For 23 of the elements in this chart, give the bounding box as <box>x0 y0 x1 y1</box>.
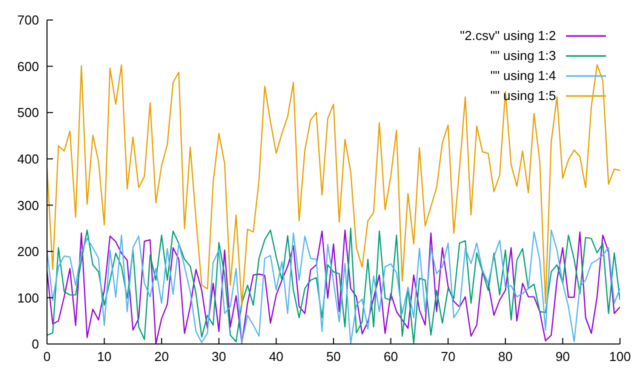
x-tick-label: 40 <box>268 349 284 364</box>
x-tick-label: 50 <box>326 349 341 364</box>
y-tick-label: 600 <box>17 58 39 74</box>
y-tick-label: 700 <box>17 12 39 28</box>
x-tick-label: 70 <box>440 349 456 364</box>
legend-label: "" using 1:4 <box>490 67 556 85</box>
y-tick-label: 100 <box>17 290 39 306</box>
x-tick-label: 30 <box>212 349 226 364</box>
x-tick-label: 0 <box>43 349 51 364</box>
line-series <box>47 64 620 306</box>
legend-label: "" using 1:3 <box>490 47 556 65</box>
x-tick-label: 80 <box>498 349 513 364</box>
y-tick-label: 500 <box>17 105 39 120</box>
y-tick-label: 0 <box>32 336 39 352</box>
x-tick-label: 10 <box>97 349 112 364</box>
x-tick-label: 60 <box>384 349 398 364</box>
y-tick-label: 200 <box>17 244 39 260</box>
x-tick-label: 90 <box>555 349 570 364</box>
y-tick-label: 400 <box>17 151 39 166</box>
x-tick-label: 100 <box>609 349 631 364</box>
x-tick-label: 20 <box>154 349 169 364</box>
y-tick-label: 300 <box>17 198 39 213</box>
legend-label: "2.csv" using 1:2 <box>460 27 556 45</box>
